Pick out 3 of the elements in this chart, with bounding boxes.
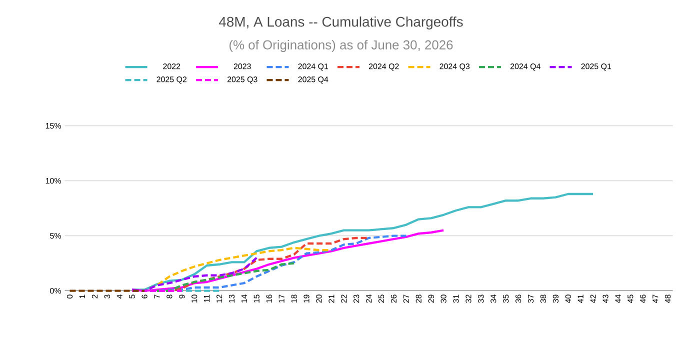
chart-title: 48M, A Loans -- Cumulative Chargeoffs	[218, 16, 463, 30]
line-series	[156, 262, 296, 292]
chart-subtitle: (% of Originations) as of June 30, 2026	[229, 40, 453, 52]
